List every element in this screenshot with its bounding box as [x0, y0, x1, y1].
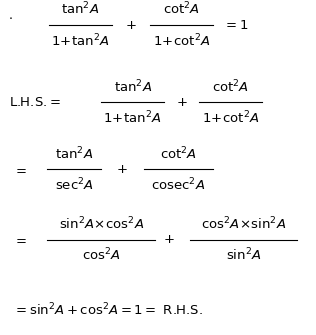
Text: $+$: $+$ [125, 19, 137, 31]
Text: $=$: $=$ [13, 233, 27, 246]
Text: $+$: $+$ [176, 96, 187, 109]
Text: $\mathrm{cosec}^2 A$: $\mathrm{cosec}^2 A$ [151, 177, 206, 193]
Text: $\sin^2\!A\!\times\!\cos^2\!A$: $\sin^2\!A\!\times\!\cos^2\!A$ [58, 215, 144, 232]
Text: $1\!+\!\cot^2\!A$: $1\!+\!\cot^2\!A$ [153, 32, 210, 49]
Text: L.H.S.$=$: L.H.S.$=$ [9, 96, 61, 109]
Text: $\cos^2\!A\!\times\!\sin^2\!A$: $\cos^2\!A\!\times\!\sin^2\!A$ [201, 215, 286, 232]
Text: $\cot^2\!A$: $\cot^2\!A$ [160, 145, 197, 162]
Text: $\cot^2\!A$: $\cot^2\!A$ [212, 78, 249, 95]
Text: $\tan^2\!A$: $\tan^2\!A$ [113, 78, 152, 95]
Text: $\sin^2\!A$: $\sin^2\!A$ [226, 247, 261, 264]
Text: $\cdot$: $\cdot$ [8, 11, 13, 24]
Text: $=\sin^2\!A+\cos^2\!A=1=$ R.H.S.: $=\sin^2\!A+\cos^2\!A=1=$ R.H.S. [13, 302, 203, 318]
Text: $\sec^2\!A$: $\sec^2\!A$ [55, 177, 94, 193]
Text: $\cos^2\!A$: $\cos^2\!A$ [82, 247, 120, 264]
Text: $+$: $+$ [116, 163, 127, 176]
Text: $+$: $+$ [163, 233, 175, 246]
Text: $=$: $=$ [13, 163, 27, 176]
Text: $\tan^2\!A$: $\tan^2\!A$ [61, 1, 100, 18]
Text: $=1$: $=1$ [223, 19, 248, 31]
Text: $\cot^2\!A$: $\cot^2\!A$ [163, 1, 200, 18]
Text: $\tan^2\!A$: $\tan^2\!A$ [55, 145, 94, 162]
Text: $1\!+\!\cot^2\!A$: $1\!+\!\cot^2\!A$ [202, 110, 259, 126]
Text: $1\!+\!\tan^2\!A$: $1\!+\!\tan^2\!A$ [51, 32, 110, 49]
Text: $1\!+\!\tan^2\!A$: $1\!+\!\tan^2\!A$ [103, 110, 162, 126]
